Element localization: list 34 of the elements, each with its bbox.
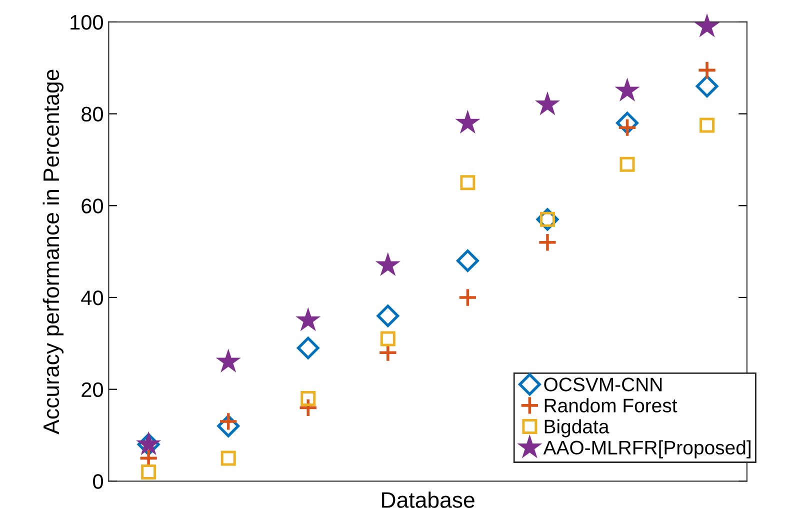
point	[298, 398, 318, 418]
point	[380, 331, 396, 346]
point	[456, 250, 479, 272]
point	[300, 391, 316, 406]
point	[296, 336, 320, 360]
point	[296, 307, 321, 332]
point	[696, 75, 718, 98]
legend-label: AAO-MLRFR[Proposed]	[543, 440, 750, 458]
legend-label: Random Forest	[544, 398, 678, 412]
point	[694, 13, 720, 38]
point	[455, 110, 480, 134]
y-tick-label: 40	[81, 290, 103, 306]
point	[458, 288, 478, 308]
point	[534, 91, 560, 116]
y-tick-label: 0	[93, 474, 103, 489]
point	[697, 60, 717, 80]
point	[220, 450, 236, 466]
point	[141, 464, 156, 480]
y-tick-label: 80	[82, 106, 103, 122]
y-tick-label: 20	[82, 382, 103, 398]
y-axis-title: Accuracy performance in Percentage	[42, 70, 64, 434]
y-tick-label: 100	[70, 14, 103, 30]
point	[700, 118, 715, 133]
y-tick-label: 60	[82, 198, 103, 214]
legend-label: OCSVM-CNN	[544, 378, 662, 392]
point	[538, 232, 558, 252]
point	[376, 304, 400, 328]
point	[614, 78, 640, 102]
point	[460, 175, 476, 190]
x-axis-title: Database	[382, 492, 474, 508]
point	[375, 252, 400, 276]
point	[216, 348, 241, 372]
legend-label: Bigdata	[544, 419, 610, 438]
point	[620, 156, 635, 172]
